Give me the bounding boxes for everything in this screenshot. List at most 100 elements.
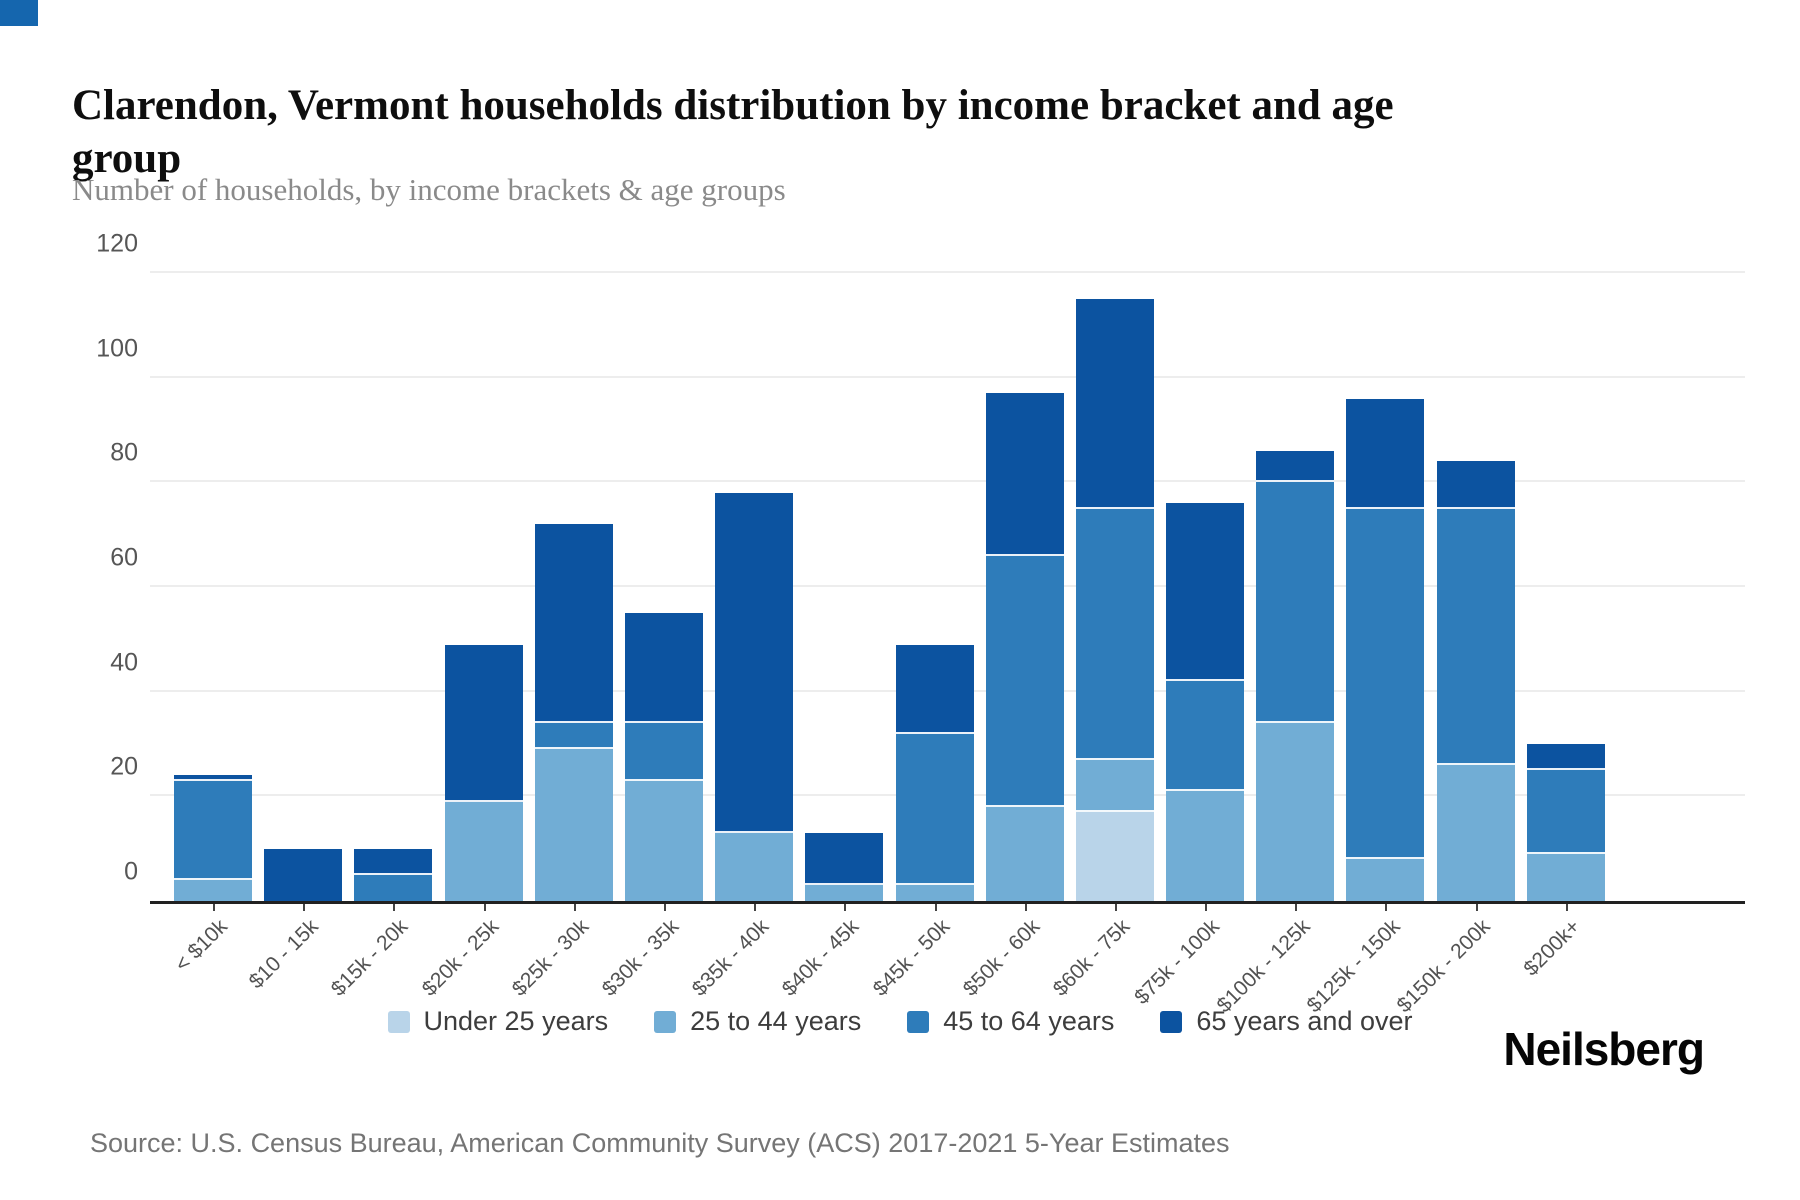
gridline	[150, 480, 1745, 483]
x-tick	[844, 904, 847, 911]
legend-swatch-icon	[387, 1010, 410, 1033]
bar-segment[interactable]	[1075, 508, 1154, 760]
bar-15k-20k: $15k - 20k	[327, 273, 433, 1001]
bar-20k-25k: $20k - 25k	[417, 273, 523, 1001]
bar-segment[interactable]	[895, 885, 974, 901]
bar-segment[interactable]	[354, 848, 433, 875]
bar-segment[interactable]	[1256, 450, 1335, 483]
bar-40k-45k: $40k - 45k	[778, 273, 884, 1001]
x-tick	[934, 904, 937, 911]
x-tick-label: $25k - 30k	[507, 915, 594, 1001]
bar-segment[interactable]	[985, 393, 1064, 556]
plot-area: < $10k $10 - 15k $15k - 20k $20k - 25k $25k …	[150, 271, 1745, 1017]
bar-segment[interactable]	[1166, 791, 1245, 901]
x-tick	[1024, 904, 1027, 911]
x-tick-label: $100k - 125k	[1212, 915, 1315, 1018]
x-tick-label: $30k - 35k	[597, 915, 684, 1001]
x-tick-label: $75k - 100k	[1130, 915, 1225, 1009]
legend-swatch-icon	[1160, 1010, 1183, 1033]
x-tick	[1475, 904, 1478, 911]
legend: Under 25 years 25 to 44 years 45 to 64 yea…	[0, 1006, 1800, 1037]
bar-segment[interactable]	[895, 733, 974, 886]
bar-segment[interactable]	[1526, 744, 1605, 771]
legend-label: 45 to 64 years	[943, 1006, 1115, 1036]
bar-segment[interactable]	[1436, 461, 1515, 509]
chart-title: Clarendon, Vermont households distributi…	[72, 81, 1394, 182]
bar-segment[interactable]	[985, 806, 1064, 901]
bar-50k-60k: $50k - 60k	[958, 273, 1064, 1001]
bar-segment[interactable]	[174, 880, 252, 901]
bar-segment[interactable]	[1166, 503, 1245, 682]
legend-item-45-to-64-years[interactable]: 45 to 64 years	[907, 1006, 1114, 1037]
bar-segment[interactable]	[805, 885, 884, 901]
bar-10k: < $10k	[171, 273, 252, 976]
gridline	[150, 271, 1745, 273]
bar-45k-50k: $45k - 50k	[868, 273, 974, 1001]
bar-segment[interactable]	[1436, 764, 1515, 901]
legend-swatch-icon	[907, 1010, 930, 1033]
bar-segment[interactable]	[1436, 508, 1515, 765]
bar-segment[interactable]	[624, 613, 703, 724]
x-tick-label: $45k - 50k	[868, 915, 954, 1001]
bar-60k-75k: $60k - 75k	[1049, 273, 1154, 1001]
x-tick-label: $150k - 200k	[1392, 915, 1496, 1018]
x-tick-label: $35k - 40k	[687, 915, 774, 1001]
bar-segment[interactable]	[805, 832, 884, 886]
bar-segment[interactable]	[1075, 299, 1154, 509]
bar-segment[interactable]	[1256, 723, 1335, 901]
bar-segment[interactable]	[264, 848, 343, 901]
chart-subtitle: Number of households, by income brackets…	[72, 172, 786, 207]
y-tick-label: 0	[124, 857, 138, 886]
legend-item-25-to-44-years[interactable]: 25 to 44 years	[654, 1006, 861, 1037]
bar-segment[interactable]	[1075, 812, 1154, 901]
legend-label: 65 years and over	[1196, 1006, 1413, 1036]
bar-segment[interactable]	[354, 874, 433, 901]
x-tick	[573, 904, 576, 911]
bar-segment[interactable]	[624, 780, 703, 901]
bar-segment[interactable]	[1346, 398, 1425, 509]
x-tick	[754, 904, 757, 911]
bar-segment[interactable]	[1526, 853, 1605, 901]
bar-segment[interactable]	[444, 801, 523, 901]
bar-segment[interactable]	[534, 524, 613, 724]
bar-segment[interactable]	[1346, 859, 1425, 901]
x-tick-label: $60k - 75k	[1048, 915, 1135, 1001]
bar-200k: $200k+	[1520, 273, 1605, 980]
x-tick	[1385, 904, 1388, 911]
neilsberg-logo: Neilsberg	[1503, 1023, 1705, 1075]
x-tick-label: $200k+	[1519, 915, 1586, 981]
bar-10-15k: $10 - 15k	[244, 273, 343, 993]
bar-segment[interactable]	[534, 723, 613, 750]
x-tick	[1114, 904, 1117, 911]
bar-125k-150k: $125k - 150k	[1303, 273, 1425, 1017]
bar-segment[interactable]	[715, 832, 794, 901]
bar-segment[interactable]	[715, 492, 794, 833]
x-tick-label: $40k - 45k	[778, 915, 864, 1001]
x-tick	[1565, 904, 1568, 911]
legend-label: Under 25 years	[423, 1006, 609, 1036]
bar-segment[interactable]	[1526, 770, 1605, 854]
bar-segment[interactable]	[895, 644, 974, 734]
y-tick-label: 120	[96, 229, 138, 258]
legend-item-under-25-years[interactable]: Under 25 years	[387, 1006, 609, 1037]
bar-segment[interactable]	[174, 775, 252, 781]
bar-segment[interactable]	[444, 644, 523, 802]
bar-segment[interactable]	[1256, 482, 1335, 724]
legend-item-65-years-and-over[interactable]: 65 years and over	[1160, 1006, 1413, 1037]
x-tick	[663, 904, 666, 911]
bar-segment[interactable]	[1075, 759, 1154, 813]
bar-segment[interactable]	[534, 749, 613, 901]
bar-segment[interactable]	[1346, 508, 1425, 860]
bar-segment[interactable]	[624, 723, 703, 781]
source-note: Source: U.S. Census Bureau, American Com…	[90, 1128, 1230, 1158]
legend-swatch-icon	[654, 1010, 677, 1033]
y-tick-label: 100	[96, 334, 138, 363]
bar-segment[interactable]	[174, 780, 252, 881]
bar-segment[interactable]	[1166, 681, 1245, 792]
x-tick-label: $15k - 20k	[327, 915, 413, 1001]
x-tick	[213, 904, 215, 911]
x-tick	[1295, 904, 1298, 911]
x-tick	[393, 904, 396, 911]
bar-75k-100k: $75k - 100k	[1131, 273, 1245, 1009]
bar-segment[interactable]	[985, 555, 1064, 807]
